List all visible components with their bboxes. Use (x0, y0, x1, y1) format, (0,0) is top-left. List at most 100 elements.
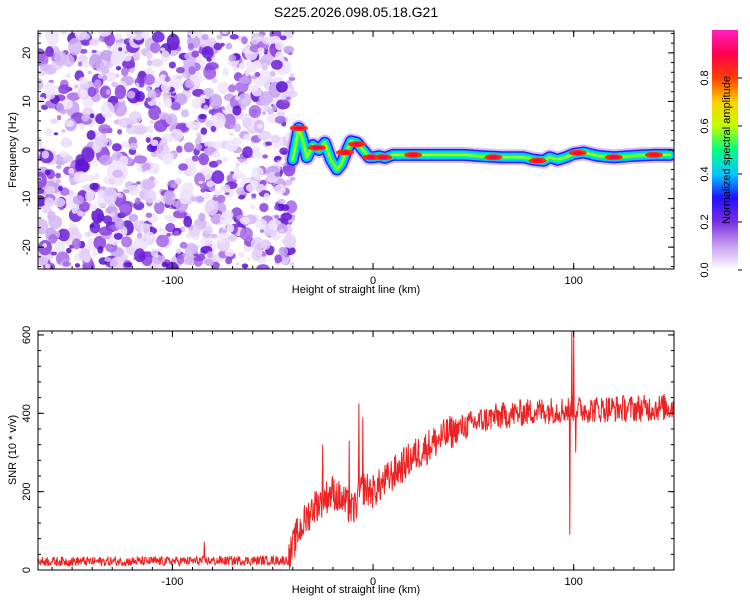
spectrogram-noise-blob (173, 153, 178, 158)
spectrogram-noise-blob (183, 142, 195, 153)
spectrogram-noise-blob (157, 102, 162, 108)
spectrogram-peak-core (648, 153, 659, 157)
spectrogram-noise-blob (158, 74, 168, 83)
spectrogram-noise-blob (61, 99, 73, 110)
spectrogram-noise-blob (279, 108, 283, 113)
spectrogram-x-tick-label: -100 (161, 275, 183, 287)
spectrogram-noise-blob (59, 206, 64, 211)
spectrogram-noise-blob (274, 215, 279, 219)
spectrogram-noise-blob (185, 120, 199, 129)
spectrogram-noise-blob (275, 51, 284, 62)
spectrogram-noise-blob (173, 266, 180, 269)
spectrogram-noise-blob (129, 142, 139, 150)
spectrogram-noise-blob (271, 105, 277, 112)
spectrogram-noise-blob (203, 104, 209, 111)
spectrogram-noise-blob (85, 190, 94, 203)
spectrogram-noise-blob (190, 245, 198, 255)
spectrogram-noise-blob (65, 120, 75, 127)
spectrogram-noise-blob (157, 227, 164, 233)
spectrogram-noise-blob (72, 238, 81, 250)
spectrogram-noise-blob (150, 248, 159, 257)
spectrogram-noise-blob (44, 128, 53, 137)
spectrogram-noise-blob (160, 50, 170, 62)
spectrogram-noise-blob (278, 246, 289, 256)
spectrogram-noise-blob (263, 228, 275, 237)
spectrogram-noise-blob (225, 141, 238, 152)
spectrogram-peak-core (532, 159, 543, 163)
snr-y-tick-labels: 0 200 400 600 (21, 326, 33, 573)
spectrogram-noise-blob (121, 236, 133, 248)
spectrogram-peak-core (311, 145, 322, 150)
spectrogram-noise-blob (75, 158, 89, 174)
spectrogram-noise-blob (170, 101, 181, 111)
spectrogram-noise-blob (73, 171, 88, 184)
snr-frame (37, 330, 675, 571)
snr-x-tick-label: 0 (370, 576, 376, 588)
spectrogram-noise-blob (59, 150, 68, 158)
spectrogram-noise-blob (219, 212, 233, 226)
spectrogram-noise-blob (77, 61, 83, 67)
spectrogram-noise-blob (110, 211, 115, 217)
spectrogram-noise-blob (146, 125, 154, 134)
spectrogram-noise-blob (250, 236, 265, 251)
spectrogram-noise-blob (226, 61, 232, 65)
spectrogram-noise-blob (166, 216, 177, 223)
spectrogram-noise-blob (150, 139, 159, 146)
spectrogram-noise-blob (204, 258, 214, 266)
spectrogram-noise-blob (87, 86, 97, 97)
spectrogram-noise-blob (97, 189, 105, 196)
spectrogram-noise-blob (176, 75, 183, 80)
spectrogram-noise-blob (241, 36, 248, 45)
spectrogram-noise-blob (204, 141, 210, 147)
spectrogram-noise-blob (90, 203, 97, 212)
spectrogram-noise-blob (67, 92, 81, 101)
spectrogram-noise-blob (232, 105, 242, 116)
spectrogram-noise-blob (165, 222, 176, 233)
spectrogram-noise-blob (176, 254, 185, 265)
spectrogram-noise-blob (191, 97, 202, 110)
spectrogram-noise-blob (82, 33, 91, 40)
spectrogram-peak-core (352, 142, 363, 146)
spectrogram-noise-blob (198, 113, 207, 120)
spectrogram-noise-blob (178, 163, 189, 171)
spectrogram-noise-blob (118, 47, 123, 52)
spectrogram-noise-blob (122, 188, 130, 194)
spectrogram-noise-blob (288, 76, 296, 82)
spectrogram-noise-blob (166, 233, 171, 237)
spectrogram-noise-blob (113, 232, 123, 240)
spectrogram-y-tick-label: -10 (21, 191, 33, 207)
spectrogram-noise-blob (225, 256, 233, 265)
spectrogram-noise-blob (289, 73, 295, 78)
snr-y-tick-label: 0 (21, 567, 33, 573)
spectrogram-noise-blob (43, 82, 55, 96)
snr-plot-area (38, 331, 674, 570)
spectrogram-noise-blob (282, 151, 288, 155)
spectrogram-noise-blob (89, 182, 99, 191)
spectrogram-noise-blob (235, 81, 249, 93)
spectrogram-noise-blob (81, 113, 90, 122)
spectrogram-noise-blob (175, 248, 182, 254)
spectrogram-noise-blob (180, 109, 190, 118)
spectrogram-noise-blob (96, 213, 105, 222)
spectrogram-noise-blob (89, 54, 102, 69)
spectrogram-noise-blob (97, 246, 104, 254)
spectrogram-noise-blob (112, 176, 124, 186)
spectrogram-noise-blob (185, 79, 194, 88)
spectrogram-noise-blob (48, 234, 58, 244)
spectrogram-noise-blob (218, 238, 226, 244)
spectrogram-noise-blob (274, 116, 286, 124)
spectrogram-noise-blob (216, 34, 223, 40)
spectrogram-noise-blob (61, 137, 72, 148)
spectrogram-noise-blob (111, 143, 122, 152)
spectrogram-noise-blob (187, 42, 195, 51)
spectrogram-noise-blob (238, 93, 252, 107)
spectrogram-noise-blob (141, 179, 156, 190)
spectrogram-noise-blob (216, 194, 226, 203)
spectrogram-noise-blob (194, 143, 203, 151)
spectrogram-noise-blob (89, 224, 95, 228)
spectrogram-noise-blob (87, 70, 92, 75)
spectrogram-noise-blob (228, 132, 234, 136)
spectrogram-noise-blob (251, 248, 262, 261)
colorbar-title: Normalized spectral amplitude (721, 76, 733, 224)
spectrogram-peak-core (293, 126, 304, 130)
